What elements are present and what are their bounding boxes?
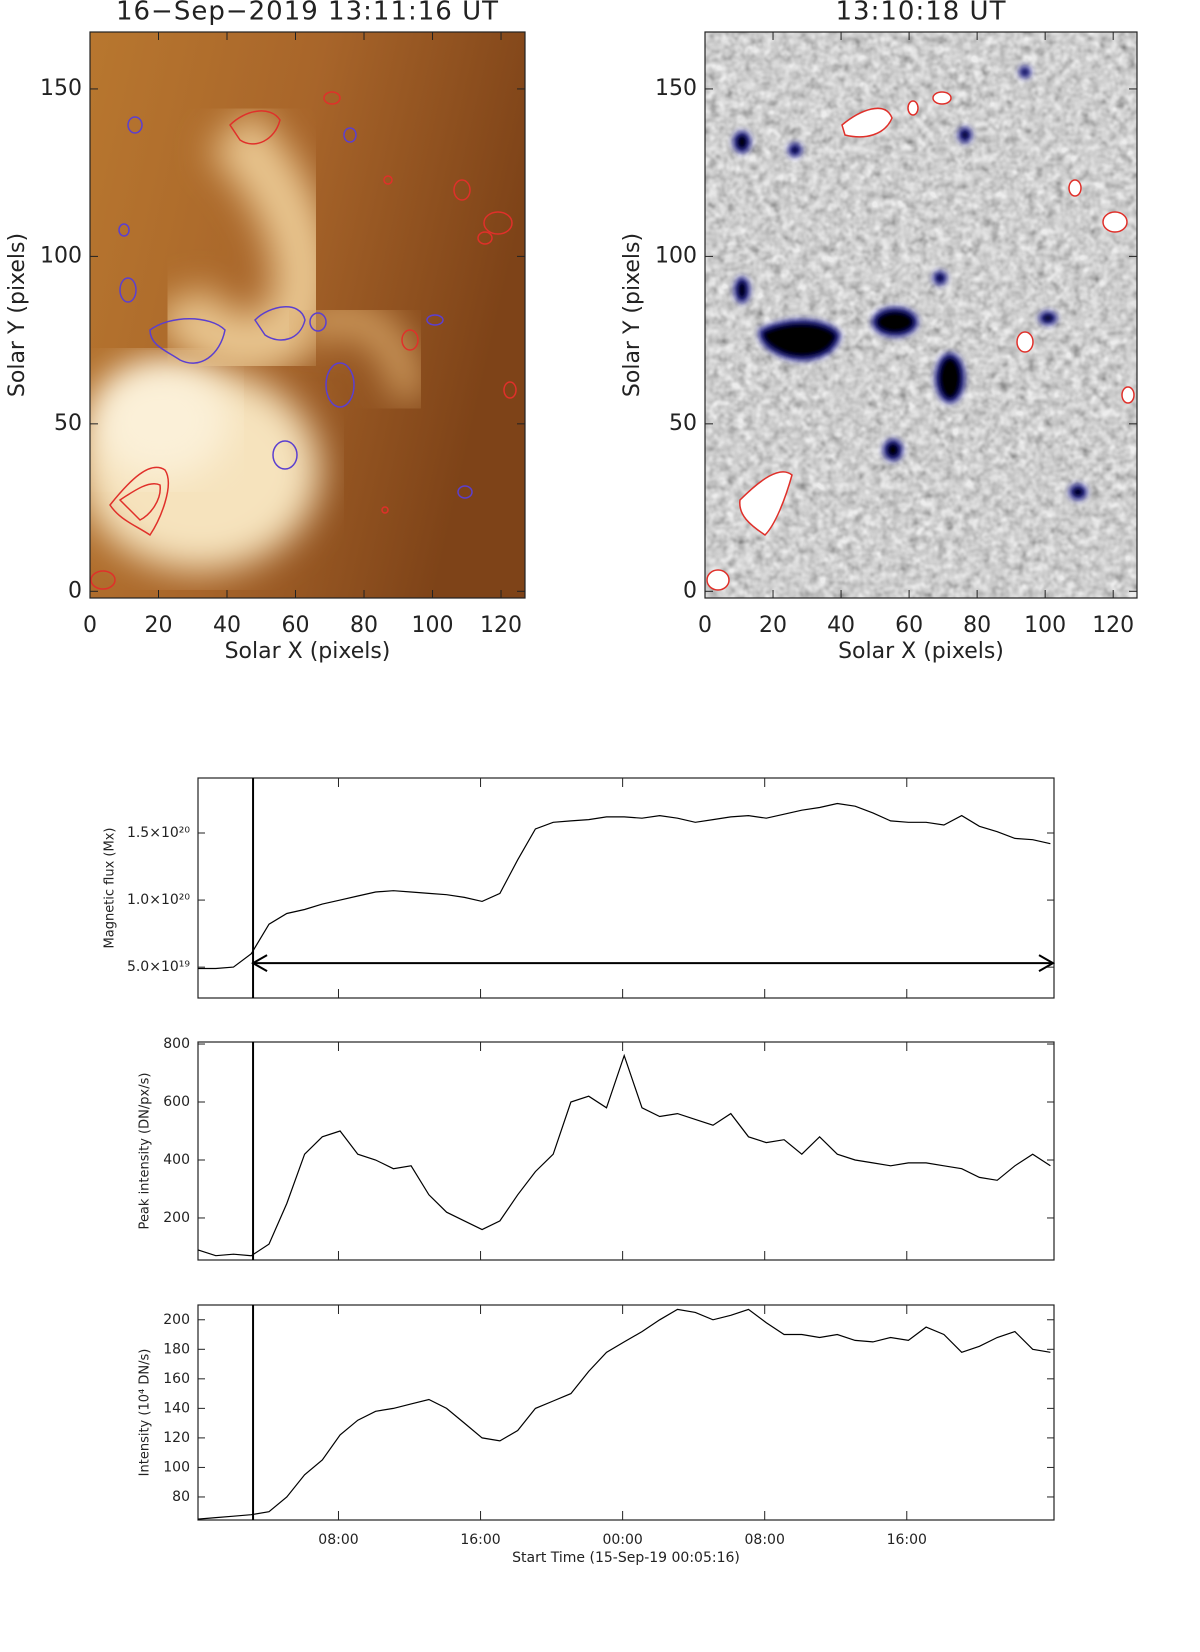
x-tick-label: 120 [1092,613,1134,638]
y-tick-label: 400 [163,1152,190,1168]
y-tick-label: 150 [40,76,82,101]
x-tick-label: 100 [412,613,454,638]
y-tick-label: 0 [683,578,697,603]
y-tick-label: 50 [669,411,697,436]
y-tick-label: 140 [163,1400,190,1416]
y-tick-label: 100 [40,243,82,268]
y-tick-label: 1.0×10²⁰ [127,892,190,908]
y-tick-label: 160 [163,1371,190,1387]
chart-title: 13:10:18 UT [836,0,1007,27]
y-axis-label: Intensity (10⁴ DN/s) [138,1349,153,1477]
y-tick-label: 50 [54,411,82,436]
plot-frame [197,1304,1055,1521]
data-line [197,1053,1051,1257]
y-tick-label: 0 [68,578,82,603]
y-tick-label: 100 [655,243,697,268]
y-tick-label: 600 [163,1094,190,1110]
data-line [197,1308,1051,1520]
y-tick-label: 150 [655,76,697,101]
x-tick-label: 0 [83,613,97,638]
x-tick-label: 120 [480,613,522,638]
plot-frame [197,777,1055,999]
y-axis-label: Magnetic flux (Mx) [103,828,118,949]
x-tick-label: 08:00 [745,1532,785,1548]
x-tick-label: 08:00 [318,1532,358,1548]
x-tick-label: 80 [963,613,991,638]
x-axis-label: Start Time (15-Sep-19 00:05:16) [512,1550,740,1566]
data-line [198,802,1051,970]
y-tick-label: 80 [172,1489,190,1505]
y-tick-label: 180 [163,1341,190,1357]
plot-frame [89,31,526,599]
x-tick-label: 16:00 [460,1532,500,1548]
y-tick-label: 1.5×10²⁰ [127,825,190,841]
x-tick-label: 20 [145,613,173,638]
aia-image [90,32,525,598]
y-tick-label: 100 [163,1459,190,1475]
hmi-magnetogram [705,32,1137,598]
x-tick-label: 20 [759,613,787,638]
y-axis-label: Peak intensity (DN/px/s) [138,1073,153,1230]
y-tick-label: 200 [163,1210,190,1226]
y-tick-label: 800 [163,1036,190,1052]
y-tick-label: 200 [163,1312,190,1328]
x-tick-label: 100 [1024,613,1066,638]
x-tick-label: 40 [213,613,241,638]
chart-title: 16−Sep−2019 13:11:16 UT [116,0,499,27]
plot-frame [197,1041,1055,1261]
arrow-head [251,954,268,972]
x-tick-label: 16:00 [887,1532,927,1548]
x-tick-label: 40 [827,613,855,638]
plot-frame [704,31,1138,599]
x-tick-label: 60 [895,613,923,638]
y-tick-label: 5.0×10¹⁹ [127,959,190,975]
x-tick-label: 60 [282,613,310,638]
x-tick-label: 80 [350,613,378,638]
y-axis-label: Solar Y (pixels) [5,233,30,397]
y-tick-label: 120 [163,1430,190,1446]
x-axis-label: Solar X (pixels) [225,639,391,664]
y-axis-label: Solar Y (pixels) [620,233,645,397]
x-tick-label: 0 [698,613,712,638]
x-axis-label: Solar X (pixels) [838,639,1004,664]
arrow-head [1038,954,1056,972]
x-tick-label: 00:00 [602,1532,642,1548]
